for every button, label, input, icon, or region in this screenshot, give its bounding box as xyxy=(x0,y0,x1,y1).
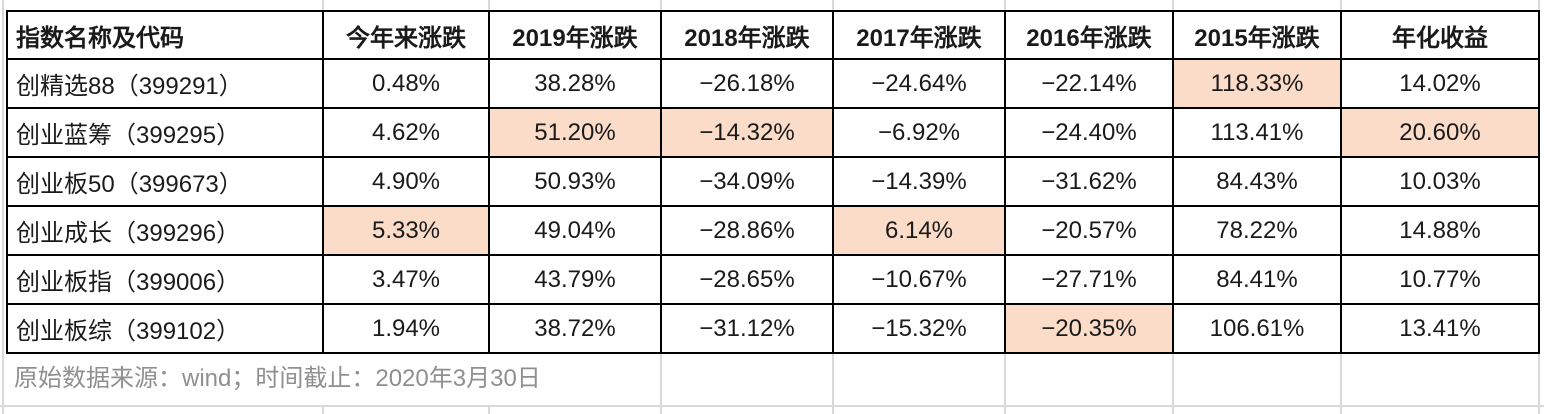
index-name-cell[interactable]: 创业成长（399296） xyxy=(6,205,324,256)
table-row: 创业蓝筹（399295） 4.62% 51.20% −14.32% −6.92% −24.… xyxy=(6,107,1540,158)
value-cell[interactable]: −28.86% xyxy=(660,205,834,256)
index-name-cell[interactable]: 创精选88（399291） xyxy=(6,58,324,109)
gridline xyxy=(2,0,4,414)
value-cell[interactable]: −24.64% xyxy=(832,58,1006,109)
gridline xyxy=(488,0,490,10)
value-cell[interactable]: 1.94% xyxy=(322,303,490,354)
table-row: 创业板综（399102） 1.94% 38.72% −31.12% −15.32% −20… xyxy=(6,303,1540,354)
header-row: 指数名称及代码 今年来涨跌 2019年涨跌 2018年涨跌 2017年涨跌 20… xyxy=(6,10,1540,60)
column-header-2018[interactable]: 2018年涨跌 xyxy=(660,10,834,60)
table-header: 指数名称及代码 今年来涨跌 2019年涨跌 2018年涨跌 2017年涨跌 20… xyxy=(6,10,1540,60)
column-header-ytd[interactable]: 今年来涨跌 xyxy=(322,10,490,60)
value-cell[interactable]: 38.72% xyxy=(488,303,662,354)
value-cell[interactable]: −14.39% xyxy=(832,156,1006,207)
value-cell[interactable]: −31.12% xyxy=(660,303,834,354)
value-cell[interactable]: −26.18% xyxy=(660,58,834,109)
value-cell[interactable]: −14.32% xyxy=(660,107,834,158)
value-cell[interactable]: −20.57% xyxy=(1004,205,1174,256)
gridline xyxy=(1538,0,1540,10)
table-row: 创精选88（399291） 0.48% 38.28% −26.18% −24.64% −2… xyxy=(6,58,1540,109)
index-name-cell[interactable]: 创业蓝筹（399295） xyxy=(6,107,324,158)
gridline xyxy=(1538,352,1540,405)
value-cell[interactable]: 4.62% xyxy=(322,107,490,158)
gridline xyxy=(1004,405,1006,414)
gridline xyxy=(1004,352,1006,405)
table-row: 创业板指（399006） 3.47% 43.79% −28.65% −10.67% −27… xyxy=(6,254,1540,305)
table-row: 创业板50（399673） 4.90% 50.93% −34.09% −14.39% −3… xyxy=(6,156,1540,207)
gridline xyxy=(1340,0,1342,10)
value-cell[interactable]: 6.14% xyxy=(832,205,1006,256)
value-cell[interactable]: −10.67% xyxy=(832,254,1006,305)
value-cell[interactable]: −27.71% xyxy=(1004,254,1174,305)
value-cell[interactable]: 4.90% xyxy=(322,156,490,207)
value-cell[interactable]: −28.65% xyxy=(660,254,834,305)
value-cell[interactable]: 20.60% xyxy=(1340,107,1540,158)
gridline xyxy=(488,405,490,414)
value-cell[interactable]: 5.33% xyxy=(322,205,490,256)
value-cell[interactable]: 14.02% xyxy=(1340,58,1540,109)
gridline xyxy=(660,352,662,405)
table-body: 创精选88（399291） 0.48% 38.28% −26.18% −24.64% −2… xyxy=(6,58,1540,354)
value-cell[interactable]: 50.93% xyxy=(488,156,662,207)
column-header-index-name[interactable]: 指数名称及代码 xyxy=(6,10,324,60)
column-header-2015[interactable]: 2015年涨跌 xyxy=(1172,10,1342,60)
gridline xyxy=(1172,0,1174,10)
value-cell[interactable]: −22.14% xyxy=(1004,58,1174,109)
source-note: 原始数据来源：wind；时间截止：2020年3月30日 xyxy=(14,365,541,392)
gridline xyxy=(322,0,324,10)
value-cell[interactable]: 78.22% xyxy=(1172,205,1342,256)
index-name-cell[interactable]: 创业板50（399673） xyxy=(6,156,324,207)
value-cell[interactable]: 0.48% xyxy=(322,58,490,109)
value-cell[interactable]: 10.77% xyxy=(1340,254,1540,305)
value-cell[interactable]: −24.40% xyxy=(1004,107,1174,158)
gridline xyxy=(322,405,324,414)
column-header-2016[interactable]: 2016年涨跌 xyxy=(1004,10,1174,60)
gridline xyxy=(1172,352,1174,405)
index-name-cell[interactable]: 创业板综（399102） xyxy=(6,303,324,354)
value-cell[interactable]: 13.41% xyxy=(1340,303,1540,354)
value-cell[interactable]: 118.33% xyxy=(1172,58,1342,109)
value-cell[interactable]: −20.35% xyxy=(1004,303,1174,354)
gridline xyxy=(660,405,662,414)
value-cell[interactable]: 10.03% xyxy=(1340,156,1540,207)
gridline xyxy=(660,0,662,10)
value-cell[interactable]: 3.47% xyxy=(322,254,490,305)
value-cell[interactable]: −34.09% xyxy=(660,156,834,207)
gridline xyxy=(832,0,834,10)
value-cell[interactable]: 49.04% xyxy=(488,205,662,256)
column-header-2017[interactable]: 2017年涨跌 xyxy=(832,10,1006,60)
column-header-annualized[interactable]: 年化收益 xyxy=(1340,10,1540,60)
gridline xyxy=(832,405,834,414)
value-cell[interactable]: 84.41% xyxy=(1172,254,1342,305)
column-header-2019[interactable]: 2019年涨跌 xyxy=(488,10,662,60)
gridline xyxy=(832,352,834,405)
value-cell[interactable]: −31.62% xyxy=(1004,156,1174,207)
value-cell[interactable]: 113.41% xyxy=(1172,107,1342,158)
value-cell[interactable]: 106.61% xyxy=(1172,303,1342,354)
value-cell[interactable]: 14.88% xyxy=(1340,205,1540,256)
gridline xyxy=(0,405,1544,407)
value-cell[interactable]: −15.32% xyxy=(832,303,1006,354)
value-cell[interactable]: 84.43% xyxy=(1172,156,1342,207)
value-cell[interactable]: 51.20% xyxy=(488,107,662,158)
index-name-cell[interactable]: 创业板指（399006） xyxy=(6,254,324,305)
value-cell[interactable]: 43.79% xyxy=(488,254,662,305)
value-cell[interactable]: −6.92% xyxy=(832,107,1006,158)
gridline xyxy=(1340,405,1342,414)
gridline xyxy=(1340,352,1342,405)
value-cell[interactable]: 38.28% xyxy=(488,58,662,109)
gridline xyxy=(1172,405,1174,414)
table-row: 创业成长（399296） 5.33% 49.04% −28.86% 6.14% −20.5… xyxy=(6,205,1540,256)
gridline xyxy=(1538,405,1540,414)
gridline xyxy=(1004,0,1006,10)
performance-table: 指数名称及代码 今年来涨跌 2019年涨跌 2018年涨跌 2017年涨跌 20… xyxy=(6,10,1540,354)
